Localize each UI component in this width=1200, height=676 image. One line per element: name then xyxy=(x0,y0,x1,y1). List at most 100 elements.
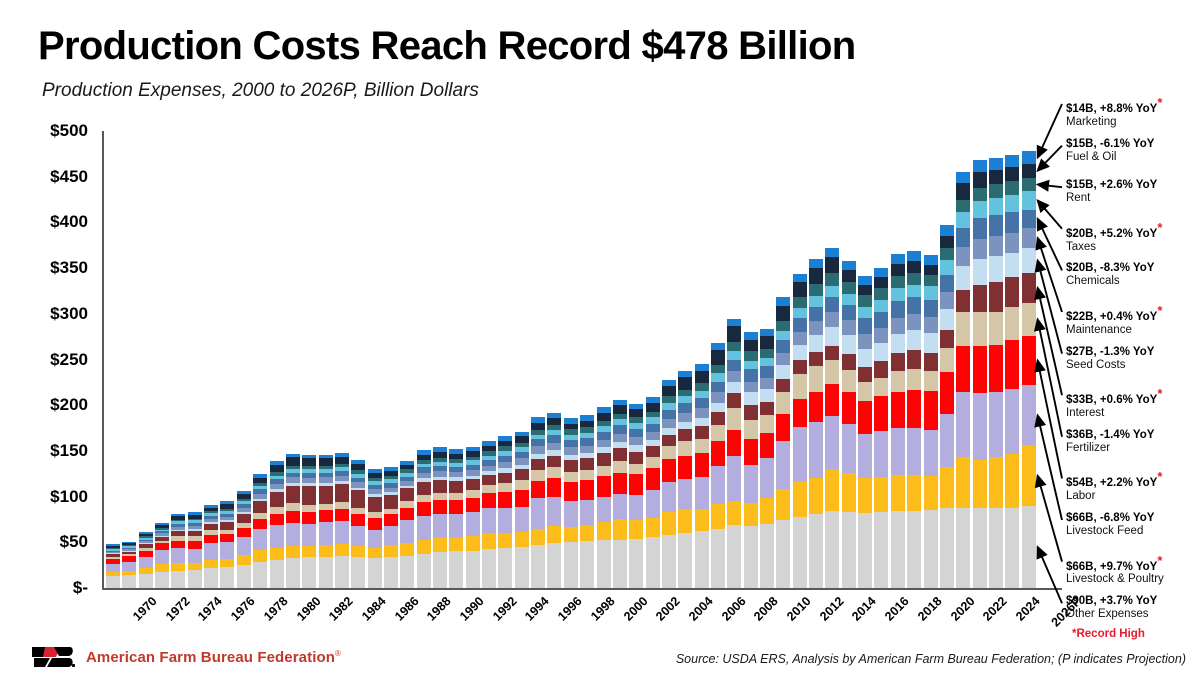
callout-category: Fertilizer xyxy=(1066,441,1111,454)
bar-segment-seed-costs xyxy=(514,464,529,470)
record-high-star-icon: * xyxy=(1157,219,1163,235)
bar-segment-livestock-feed xyxy=(498,507,513,534)
bar-segment-seed-costs xyxy=(400,485,415,489)
bar-segment-rent xyxy=(318,465,333,470)
x-axis-tick-2018: 2018 xyxy=(914,594,945,624)
bar-segment-taxes xyxy=(367,481,382,485)
bar-segment-interest xyxy=(629,451,644,464)
bar-1976 xyxy=(204,504,219,588)
bar-segment-seed-costs xyxy=(890,333,905,354)
bar-segment-livestock-feed xyxy=(433,514,447,538)
bar-segment-marketing xyxy=(400,461,415,465)
bar-segment-maintenance xyxy=(972,238,987,260)
bar-1973 xyxy=(155,523,170,588)
bar-segment-fuel-oil xyxy=(743,339,758,352)
bar-segment-interest xyxy=(792,360,807,375)
bar-segment-livestock-poultry xyxy=(629,520,644,539)
bar-segment-fertilizer xyxy=(694,439,709,453)
bar-segment-taxes xyxy=(171,521,186,525)
bar-segment-chemicals xyxy=(482,460,497,466)
bar-segment-taxes xyxy=(939,259,954,275)
bar-segment-rent xyxy=(449,459,464,463)
bar-segment-fuel-oil xyxy=(694,370,709,384)
bar-1983 xyxy=(318,454,333,588)
bar-segment-livestock-feed xyxy=(792,427,807,482)
bar-segment-marketing xyxy=(972,160,987,173)
bar-segment-interest xyxy=(776,378,791,393)
bar-segment-maintenance xyxy=(318,477,333,483)
bar-segment-livestock-feed xyxy=(661,482,676,513)
bar-segment-maintenance xyxy=(792,332,807,345)
bar-segment-maintenance xyxy=(743,381,758,393)
bar-1979 xyxy=(253,473,268,588)
callout-amount: $20B, -8.3% YoY xyxy=(1066,262,1155,275)
bar-segment-maintenance xyxy=(858,334,873,349)
bar-segment-livestock-feed xyxy=(138,556,153,568)
bar-segment-labor xyxy=(645,468,660,491)
bar-segment-rent xyxy=(972,187,987,202)
bar-segment-labor xyxy=(155,543,170,550)
bar-segment-interest xyxy=(1005,277,1020,308)
bar-segment-seed-costs xyxy=(809,334,824,353)
bar-segment-marketing xyxy=(596,407,611,413)
bar-segment-rent xyxy=(792,297,807,309)
bar-segment-maintenance xyxy=(710,392,725,403)
bar-segment-maintenance xyxy=(531,446,546,454)
bar-segment-chemicals xyxy=(155,531,170,534)
bar-segment-fuel-oil xyxy=(122,543,137,546)
bar-segment-fuel-oil xyxy=(236,493,251,499)
bar-segment-labor xyxy=(661,459,676,482)
bar-segment-livestock-feed xyxy=(269,524,284,548)
bar-segment-livestock-poultry xyxy=(383,545,398,557)
bar-segment-livestock-poultry xyxy=(923,475,938,511)
bar-segment-seed-costs xyxy=(956,266,971,291)
bar-segment-other-expenses xyxy=(531,545,546,588)
bar-1981 xyxy=(285,453,300,588)
x-axis-tick-1996: 1996 xyxy=(555,594,585,624)
bar-segment-other-expenses xyxy=(661,535,676,588)
bar-segment-marketing xyxy=(531,417,546,423)
bar-1995 xyxy=(514,431,529,588)
bar-segment-livestock-feed xyxy=(547,496,562,526)
bar-segment-fuel-oil xyxy=(563,423,578,430)
bar-segment-taxes xyxy=(531,434,546,440)
bar-segment-labor xyxy=(334,509,349,522)
bar-segment-labor xyxy=(563,482,578,502)
bar-1982 xyxy=(302,454,317,588)
bar-segment-other-expenses xyxy=(106,576,120,588)
bar-segment-maintenance xyxy=(939,291,954,310)
callout-amount: $66B, +9.7% YoY* xyxy=(1066,552,1163,573)
bar-segment-maintenance xyxy=(841,320,856,335)
bar-segment-fertilizer xyxy=(841,369,856,392)
bar-segment-fertilizer xyxy=(580,470,595,481)
bar-segment-interest xyxy=(923,353,938,371)
bar-segment-rent xyxy=(890,276,905,289)
bar-segment-fuel-oil xyxy=(727,325,742,343)
bar-segment-livestock-poultry xyxy=(1005,453,1020,509)
bar-segment-taxes xyxy=(727,351,742,360)
bar-segment-other-expenses xyxy=(449,551,464,588)
bar-2005 xyxy=(678,370,693,588)
bar-segment-other-expenses xyxy=(809,513,824,588)
bar-segment-maintenance xyxy=(629,437,644,446)
bar-segment-rent xyxy=(858,294,873,307)
bar-segment-fuel-oil xyxy=(661,386,676,397)
bar-segment-interest xyxy=(498,472,513,483)
bar-segment-livestock-feed xyxy=(204,543,219,560)
bar-segment-marketing xyxy=(138,532,153,535)
bar-1975 xyxy=(187,512,202,588)
bar-segment-taxes xyxy=(972,201,987,218)
bar-segment-chemicals xyxy=(1021,209,1036,228)
bar-segment-taxes xyxy=(253,485,268,490)
bar-segment-maintenance xyxy=(890,317,905,334)
bar-segment-livestock-poultry xyxy=(776,489,791,521)
bar-segment-labor xyxy=(171,540,186,548)
bar-segment-other-expenses xyxy=(285,557,300,588)
bar-segment-fuel-oil xyxy=(400,464,415,470)
record-high-star-icon: * xyxy=(1157,469,1163,485)
bar-segment-maintenance xyxy=(285,477,300,483)
bar-segment-seed-costs xyxy=(874,343,889,362)
bar-segment-other-expenses xyxy=(367,557,382,588)
bar-segment-seed-costs xyxy=(858,348,873,367)
bar-segment-rent xyxy=(400,469,415,473)
